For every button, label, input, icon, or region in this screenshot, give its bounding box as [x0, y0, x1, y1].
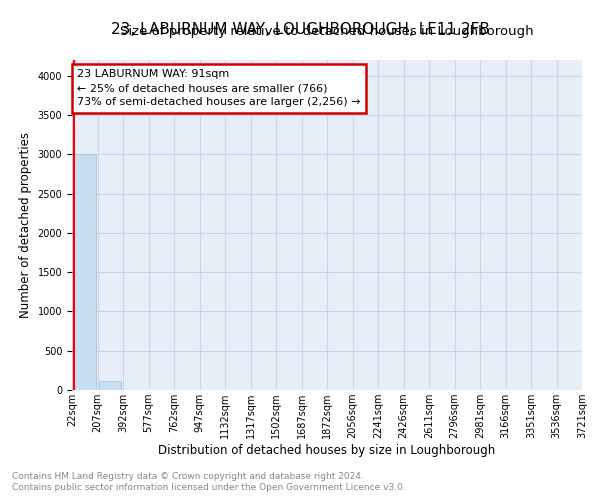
- Y-axis label: Number of detached properties: Number of detached properties: [19, 132, 32, 318]
- X-axis label: Distribution of detached houses by size in Loughborough: Distribution of detached houses by size …: [158, 444, 496, 457]
- Title: Size of property relative to detached houses in Loughborough: Size of property relative to detached ho…: [120, 25, 534, 38]
- Text: 23 LABURNUM WAY: 91sqm
← 25% of detached houses are smaller (766)
73% of semi-de: 23 LABURNUM WAY: 91sqm ← 25% of detached…: [77, 70, 361, 108]
- Text: Contains HM Land Registry data © Crown copyright and database right 2024.: Contains HM Land Registry data © Crown c…: [12, 472, 364, 481]
- Bar: [74, 154, 95, 390]
- Text: Contains public sector information licensed under the Open Government Licence v3: Contains public sector information licen…: [12, 484, 406, 492]
- Bar: [100, 380, 121, 390]
- Text: 23, LABURNUM WAY, LOUGHBOROUGH, LE11 2FB: 23, LABURNUM WAY, LOUGHBOROUGH, LE11 2FB: [110, 22, 490, 38]
